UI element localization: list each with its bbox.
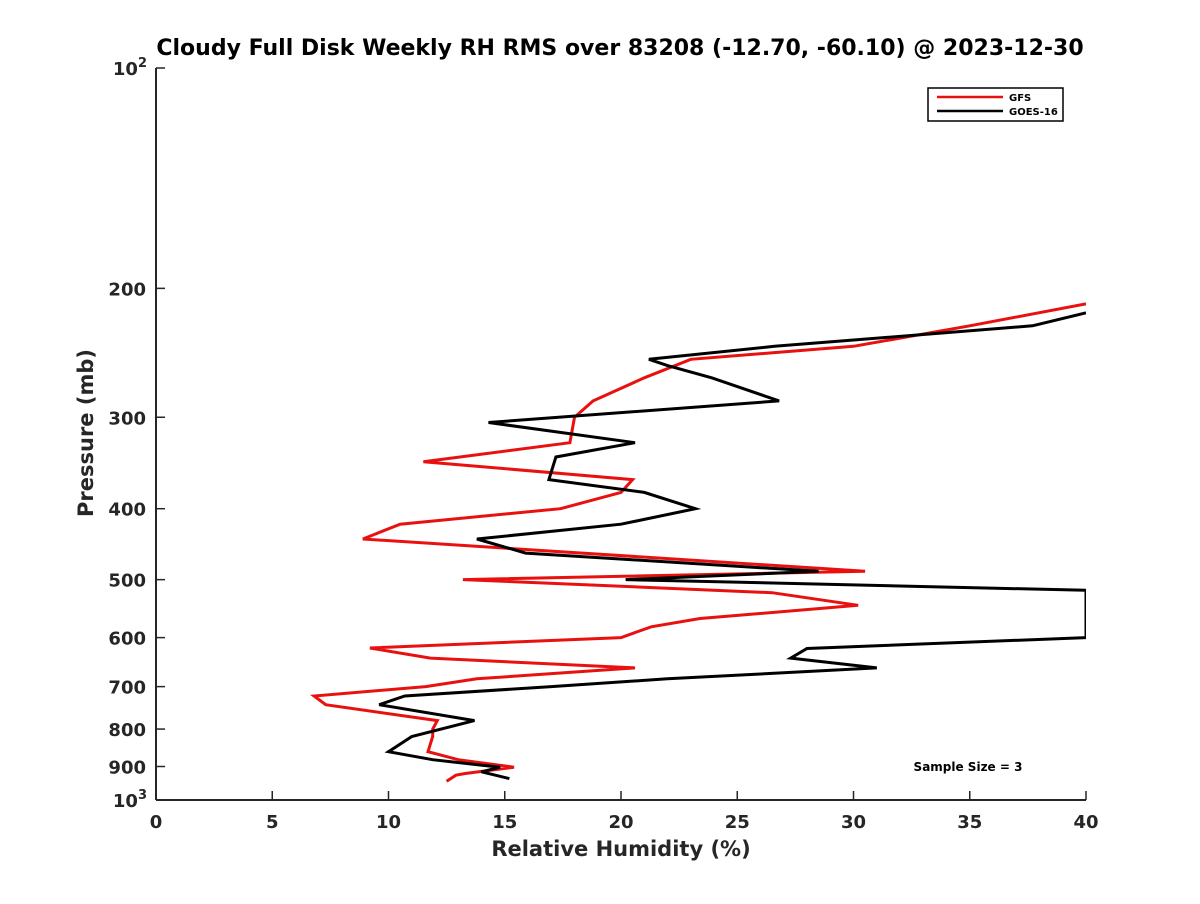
legend-box — [927, 87, 1064, 122]
y-tick-label: 300 — [108, 408, 146, 429]
chart-title: Cloudy Full Disk Weekly RH RMS over 8320… — [156, 36, 1083, 61]
y-tick-label: 800 — [108, 720, 146, 741]
x-tick-label: 5 — [266, 812, 279, 833]
legend-label-gfs: GFS — [1009, 93, 1031, 104]
x-tick-label: 25 — [725, 812, 750, 833]
legend-label-goes-16: GOES-16 — [1009, 107, 1058, 118]
plot-area — [310, 302, 1086, 783]
y-tick-label: 200 — [108, 279, 146, 300]
series-line-goes-16 — [378, 311, 1086, 781]
legend: GFS GOES-16 — [927, 87, 1064, 122]
y-tick-label: 500 — [108, 571, 146, 592]
y-tick-label: 103 — [113, 788, 147, 812]
y-tick-label: 700 — [108, 678, 146, 699]
x-tick-label: 0 — [150, 812, 163, 833]
y-axis-title: Pressure (mb) — [74, 349, 98, 517]
x-tick-label: 30 — [841, 812, 866, 833]
x-axis-title: Relative Humidity (%) — [491, 837, 750, 861]
x-tick-label: 10 — [376, 812, 401, 833]
x-tick-label: 20 — [608, 812, 633, 833]
sample-size-annotation: Sample Size = 3 — [914, 760, 1023, 774]
series-group — [310, 302, 1086, 783]
y-tick-label: 600 — [108, 629, 146, 650]
y-tick-label: 400 — [108, 500, 146, 521]
x-tick-label: 15 — [492, 812, 517, 833]
x-tick-label: 35 — [957, 812, 982, 833]
y-tick-label: 102 — [113, 56, 147, 80]
axes: 0 5 10 15 20 25 30 35 40 102 200 300 400 500 600 700 800… — [108, 56, 1098, 833]
y-tick-label: 900 — [108, 758, 146, 779]
x-tick-label: 40 — [1073, 812, 1098, 833]
